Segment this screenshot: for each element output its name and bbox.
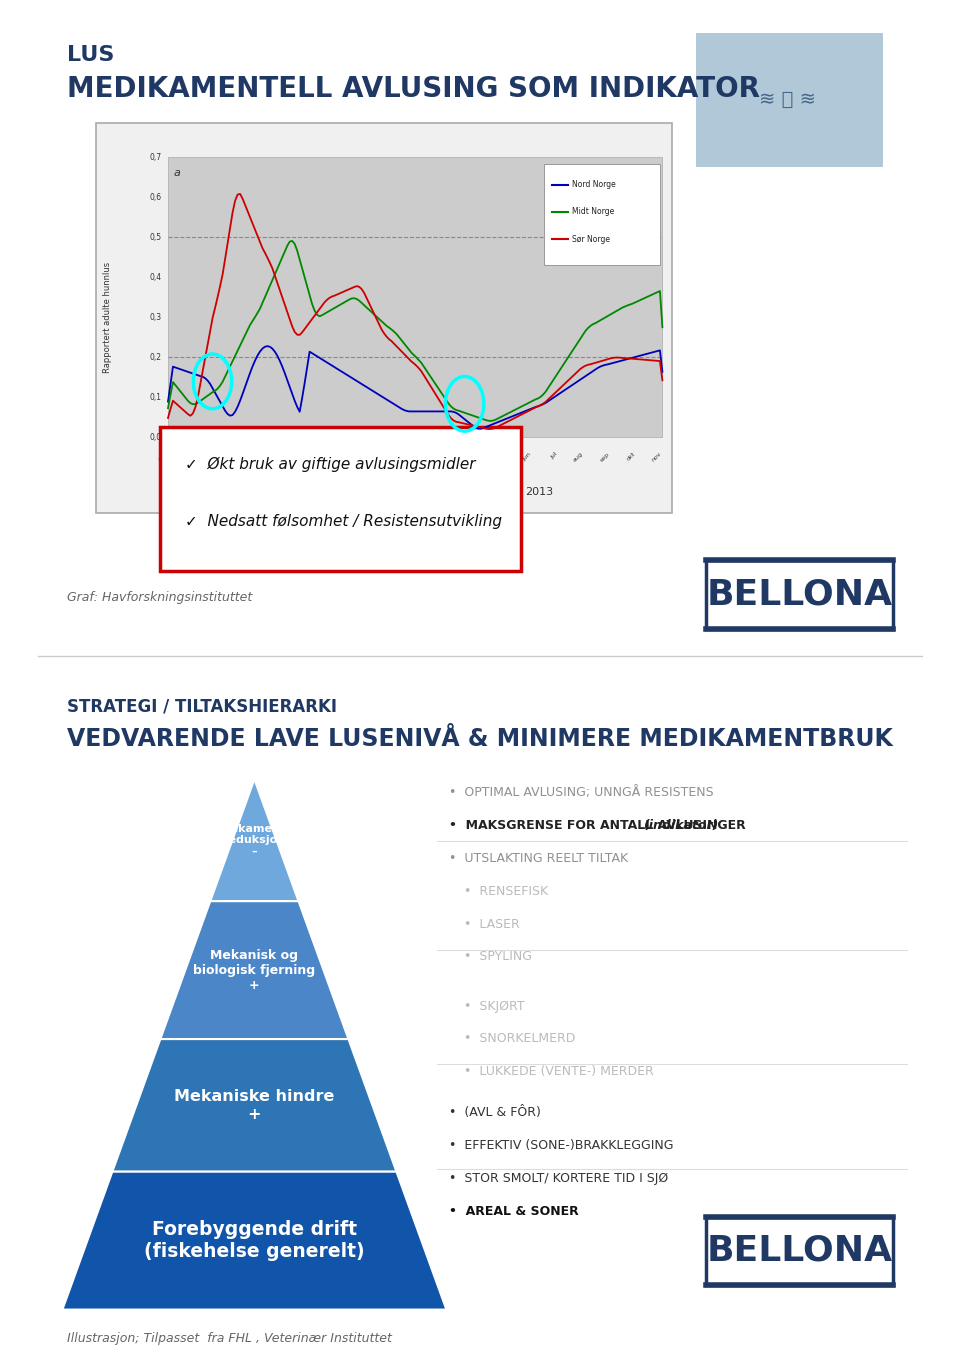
Text: jan: jan [392, 451, 402, 462]
Text: aug: aug [572, 451, 585, 463]
Text: Midt Norge: Midt Norge [572, 208, 614, 216]
Polygon shape [112, 1039, 396, 1172]
Text: a: a [174, 168, 180, 178]
Text: 0,3: 0,3 [149, 313, 161, 321]
Text: ✓  Økt bruk av giftige avlusingsmidler: ✓ Økt bruk av giftige avlusingsmidler [185, 457, 476, 472]
Polygon shape [62, 1172, 446, 1310]
FancyBboxPatch shape [696, 33, 883, 167]
Text: Graf: Havforskningsinstituttet: Graf: Havforskningsinstituttet [67, 591, 252, 604]
Text: 0,6: 0,6 [149, 193, 161, 202]
Text: sep: sep [287, 451, 299, 462]
Text: Medikamentell
reduksjon
–: Medikamentell reduksjon – [208, 823, 300, 857]
Text: Forebyggende drift
(fiskehelse generelt): Forebyggende drift (fiskehelse generelt) [144, 1221, 365, 1262]
Text: okt: okt [313, 451, 324, 462]
Text: •  MAKSGRENSE FOR ANTALL AVLUSINGER: • MAKSGRENSE FOR ANTALL AVLUSINGER [449, 819, 755, 833]
Text: •  OPTIMAL AVLUSING; UNNGÅ RESISTENS: • OPTIMAL AVLUSING; UNNGÅ RESISTENS [449, 786, 714, 800]
Text: BELLONA: BELLONA [707, 1234, 892, 1267]
Text: jul: jul [237, 451, 246, 459]
Polygon shape [210, 779, 299, 901]
Text: jul: jul [549, 451, 559, 459]
Text: ✓  Nedsatt følsomhet / Resistensutvikling: ✓ Nedsatt følsomhet / Resistensutvikling [185, 514, 502, 529]
FancyBboxPatch shape [706, 1217, 893, 1285]
Text: BELLONA: BELLONA [707, 578, 892, 611]
Text: •  RENSEFISK: • RENSEFISK [464, 884, 548, 898]
Text: Rapportert adulte hunnlus: Rapportert adulte hunnlus [103, 262, 112, 373]
Text: aug: aug [260, 451, 272, 463]
Text: ≋ 🦐 ≋: ≋ 🦐 ≋ [758, 90, 816, 109]
Text: 2013: 2013 [525, 487, 553, 496]
Text: •  AREAL & SONER: • AREAL & SONER [449, 1204, 579, 1218]
Polygon shape [160, 901, 348, 1039]
Text: jun: jun [209, 451, 220, 462]
Text: feb: feb [418, 451, 428, 462]
Text: STRATEGI / TILTAKSHIERARKI: STRATEGI / TILTAKSHIERARKI [67, 697, 337, 715]
Text: 0,0: 0,0 [149, 433, 161, 442]
Text: mai: mai [494, 451, 506, 463]
Text: mar: mar [442, 451, 454, 463]
Text: LUS: LUS [67, 45, 114, 66]
Text: •  (AVL & FÔR): • (AVL & FÔR) [449, 1106, 541, 1120]
Text: Mekaniske hindre
+: Mekaniske hindre + [174, 1089, 335, 1121]
Text: 2012: 2012 [302, 487, 330, 496]
Text: 0,4: 0,4 [149, 273, 161, 282]
Text: •  EFFEKTIV (SONE-)BRAKKLEGGING: • EFFEKTIV (SONE-)BRAKKLEGGING [449, 1139, 674, 1152]
Text: okt: okt [626, 451, 636, 462]
Text: 0,2: 0,2 [149, 353, 161, 362]
Text: 0,7: 0,7 [149, 153, 161, 161]
Text: •  SKJØRT: • SKJØRT [464, 999, 524, 1013]
Text: apr: apr [157, 451, 168, 462]
Text: MEDIKAMENTELL AVLUSING SOM INDIKATOR: MEDIKAMENTELL AVLUSING SOM INDIKATOR [67, 75, 760, 103]
FancyBboxPatch shape [160, 427, 521, 571]
FancyBboxPatch shape [96, 123, 672, 513]
Text: 0,5: 0,5 [149, 232, 161, 242]
FancyBboxPatch shape [168, 157, 662, 437]
Text: •  LASER: • LASER [464, 917, 519, 931]
FancyBboxPatch shape [544, 164, 660, 265]
Text: nov: nov [338, 451, 350, 463]
Text: nov: nov [651, 451, 662, 463]
Text: •  UTSLAKTING REELT TILTAK: • UTSLAKTING REELT TILTAK [449, 852, 629, 865]
FancyBboxPatch shape [706, 560, 893, 629]
Text: jun: jun [522, 451, 532, 462]
Text: •  SPYLING: • SPYLING [464, 950, 532, 964]
Text: Sør Norge: Sør Norge [572, 235, 611, 243]
Text: Mekanisk og
biologisk fjerning
+: Mekanisk og biologisk fjerning + [193, 949, 316, 991]
Text: Illustrasjon; Tilpasset  fra FHL , Veterinær Instituttet: Illustrasjon; Tilpasset fra FHL , Veteri… [67, 1331, 392, 1345]
Text: apr: apr [469, 451, 480, 462]
Text: des: des [365, 451, 376, 462]
Text: •  LUKKEDE (VENTE-) MERDER: • LUKKEDE (VENTE-) MERDER [464, 1065, 654, 1079]
Text: VEDVARENDE LAVE LUSENIVÅ & MINIMERE MEDIKAMENTBRUK: VEDVARENDE LAVE LUSENIVÅ & MINIMERE MEDI… [67, 727, 893, 752]
Text: Nord Norge: Nord Norge [572, 180, 616, 189]
Text: •  SNORKELMERD: • SNORKELMERD [464, 1032, 575, 1046]
Text: sep: sep [599, 451, 611, 462]
Text: mai: mai [182, 451, 194, 463]
Text: •  STOR SMOLT/ KORTERE TID I SJØ: • STOR SMOLT/ KORTERE TID I SJØ [449, 1172, 668, 1185]
Text: (indikator): (indikator) [643, 819, 718, 833]
Text: 0,1: 0,1 [149, 392, 161, 402]
